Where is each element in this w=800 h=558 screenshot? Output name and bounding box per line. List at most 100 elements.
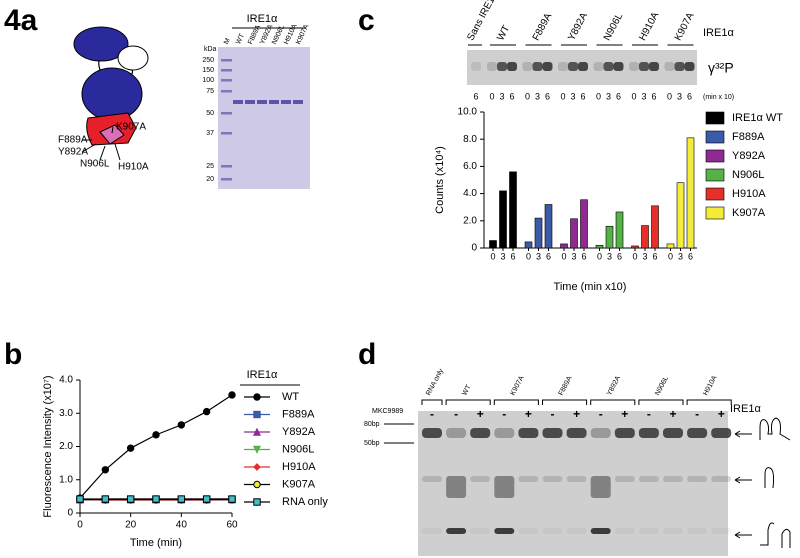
- data-point: [126, 495, 135, 503]
- gel-band: [687, 528, 708, 534]
- lane-label: K907A: [510, 375, 526, 397]
- y-axis-label: Counts (x10⁴): [434, 146, 446, 214]
- gel-band: [578, 62, 588, 71]
- gel-band: [566, 528, 587, 534]
- lane-label: M: [223, 37, 232, 45]
- x-tick-label: 20: [125, 520, 137, 531]
- gel: [218, 47, 310, 189]
- gel-header: IRE1α: [247, 13, 278, 25]
- data-point: [253, 410, 261, 419]
- gel-band: [614, 428, 635, 438]
- rna-icons: [734, 417, 791, 548]
- bar: [666, 243, 675, 249]
- ladder-band: [221, 165, 232, 168]
- y-tick-label: 8.0: [463, 134, 477, 145]
- gel-band: [497, 62, 507, 71]
- y-tick-label: 10.0: [458, 107, 478, 118]
- time-label: 3: [606, 91, 611, 101]
- time-label: 3: [641, 91, 646, 101]
- data-point: [152, 431, 160, 439]
- bar: [570, 218, 578, 249]
- mutation-label: K907A: [116, 122, 146, 133]
- gel-band: [711, 528, 732, 534]
- data-point: [253, 498, 261, 506]
- y-tick-label: 1.0: [59, 474, 73, 485]
- time-label: 6: [509, 91, 514, 101]
- time-label: 0: [560, 91, 565, 101]
- legend-label: K907A: [282, 478, 316, 490]
- x-tick-label: 0: [668, 251, 673, 261]
- y-axis-label: Fluorescence Intensity (x10⁷): [42, 375, 54, 517]
- lane-label: Y892A: [566, 11, 590, 43]
- size-marker: 80bp: [364, 421, 380, 428]
- bar: [499, 190, 507, 249]
- gel-band: [494, 528, 515, 534]
- x-tick-label: 3: [642, 251, 647, 261]
- y-tick-label: 0: [471, 243, 477, 254]
- legend-swatch: [705, 130, 725, 144]
- gel-band: [518, 528, 539, 534]
- lane-bracket: [542, 399, 588, 405]
- legend-label: K907A: [732, 207, 766, 219]
- gel-band: [518, 428, 539, 438]
- y-tick-label: 0: [67, 508, 73, 519]
- treatment-label: MKC9989: [372, 408, 403, 415]
- bar: [489, 240, 497, 249]
- y-tick-label: 4.0: [59, 375, 73, 386]
- time-label: 6: [687, 91, 692, 101]
- legend-title: IRE1α: [247, 369, 278, 381]
- x-tick-label: 3: [500, 251, 505, 261]
- gel-band: [446, 476, 467, 498]
- x-tick-label: 60: [226, 520, 238, 531]
- kda-marker: 50: [206, 110, 214, 117]
- x-tick-label: 6: [581, 251, 586, 261]
- lane-label: WT: [461, 383, 473, 397]
- gel-band: [663, 476, 683, 482]
- x-axis-label: Time (min): [130, 537, 182, 549]
- gel-band: [687, 476, 708, 482]
- lane-label: H910A: [702, 374, 718, 396]
- mutation-label: N906L: [80, 159, 110, 170]
- treatment-sign: +: [573, 407, 580, 421]
- data-point: [252, 427, 262, 436]
- x-tick-label: 0: [632, 251, 637, 261]
- gel-band: [542, 62, 553, 71]
- legend-swatch: [705, 168, 725, 182]
- legend-label: F889A: [282, 408, 315, 420]
- panel-label: c: [358, 4, 375, 37]
- kda-marker: 37: [206, 130, 214, 137]
- gel-band: [542, 528, 563, 534]
- time-label: 3: [677, 91, 682, 101]
- kda-marker: 20: [206, 176, 214, 183]
- bar: [524, 241, 533, 249]
- data-point: [76, 495, 84, 503]
- time-label: 6: [545, 91, 550, 101]
- panel-label: d: [358, 338, 376, 371]
- treatment-sign: -: [454, 407, 458, 421]
- x-tick-label: 3: [678, 251, 683, 261]
- gel-band: [422, 528, 442, 534]
- gel-band: [422, 428, 442, 438]
- gel-band: [613, 62, 624, 71]
- kda-marker: 150: [202, 67, 214, 74]
- treatment-sign: -: [599, 407, 603, 421]
- gel-band: [663, 528, 683, 534]
- x-tick-label: 6: [617, 251, 622, 261]
- x-tick-label: 6: [510, 251, 515, 261]
- gel-band: [639, 62, 649, 71]
- kda-marker: 25: [206, 163, 214, 170]
- legend-label: RNA only: [282, 496, 328, 508]
- data-point: [177, 495, 186, 503]
- data-point: [228, 495, 236, 503]
- x-tick-label: 3: [607, 251, 612, 261]
- gel-band: [614, 476, 635, 482]
- bar: [509, 171, 517, 249]
- lane-bracket: [638, 399, 684, 405]
- gel-band: [687, 428, 708, 438]
- bar: [641, 225, 649, 249]
- x-tick-label: 40: [176, 520, 188, 531]
- lane-label: RNA only: [425, 367, 445, 396]
- data-point: [253, 393, 261, 401]
- gel-band: [422, 476, 442, 482]
